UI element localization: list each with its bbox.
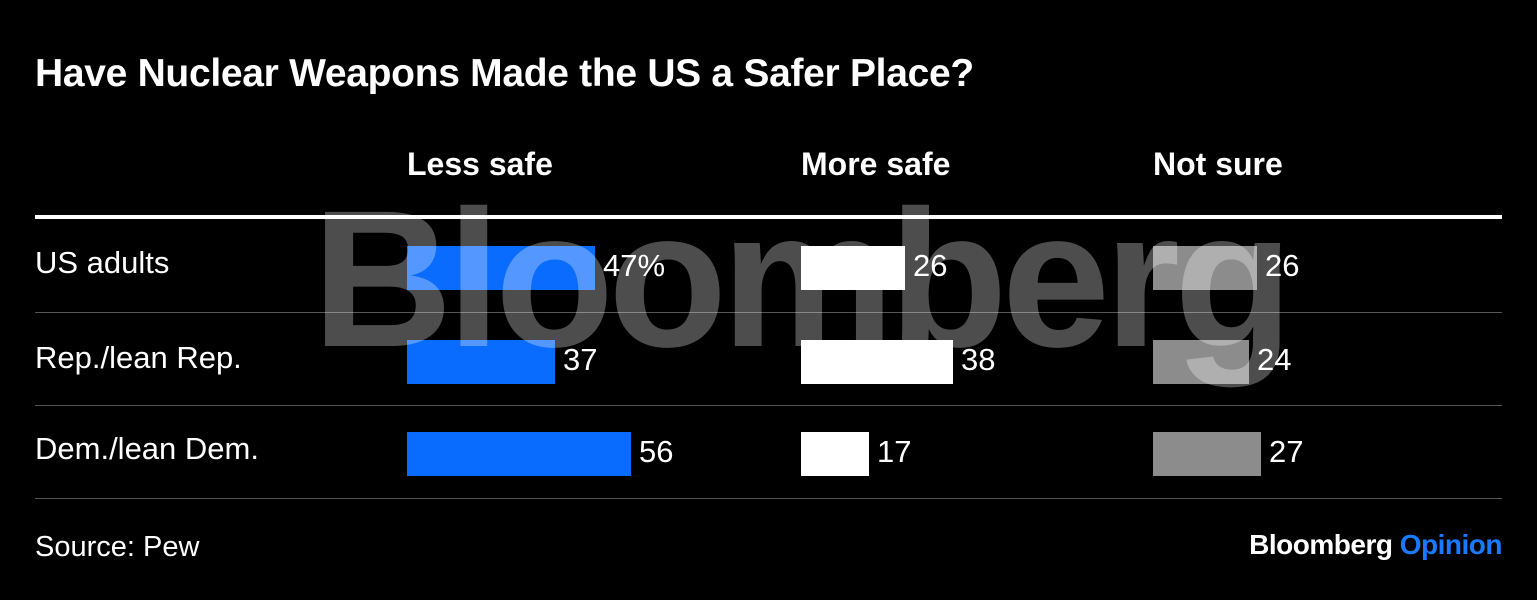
source-note: Source: Pew (35, 531, 200, 563)
row-label: US adults (35, 245, 170, 280)
row-label: Dem./lean Dem. (35, 431, 259, 466)
brand-primary: Bloomberg (1249, 529, 1393, 560)
bar (1153, 340, 1249, 384)
bar (407, 340, 555, 384)
data-label: 26 (1265, 248, 1300, 283)
data-label: 37 (563, 342, 598, 377)
data-label: 24 (1257, 342, 1292, 377)
bar (801, 340, 953, 384)
row-divider (35, 405, 1502, 406)
row-divider (35, 498, 1502, 499)
data-label: 56 (639, 434, 674, 469)
data-label: 38 (961, 342, 996, 377)
bar (407, 246, 595, 290)
column-header-not-sure: Not sure (1153, 146, 1283, 182)
brand-logo: Bloomberg Opinion (1249, 529, 1502, 561)
bar (407, 432, 631, 476)
data-label: 47% (603, 248, 666, 283)
bar (801, 246, 905, 290)
column-header-less-safe: Less safe (407, 146, 553, 182)
header-rule (35, 215, 1502, 219)
chart-title: Have Nuclear Weapons Made the US a Safer… (35, 52, 974, 95)
bar (1153, 246, 1257, 290)
data-label: 26 (913, 248, 948, 283)
bar (801, 432, 869, 476)
row-divider (35, 312, 1502, 313)
data-label: 27 (1269, 434, 1304, 469)
brand-secondary: Opinion (1399, 529, 1503, 560)
data-label: 17 (877, 434, 912, 469)
row-label: Rep./lean Rep. (35, 340, 242, 375)
column-header-more-safe: More safe (801, 146, 951, 182)
bar (1153, 432, 1261, 476)
